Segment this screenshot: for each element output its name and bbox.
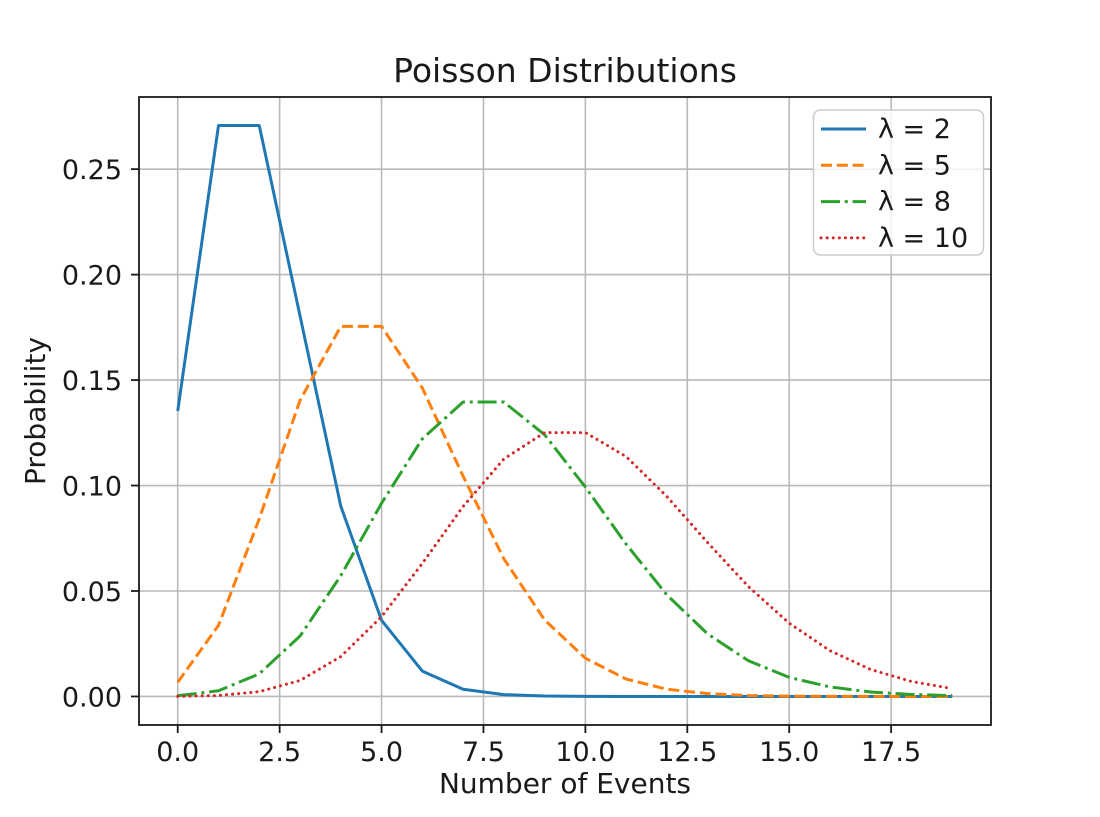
y-tick-label: 0.00 [62, 682, 122, 713]
chart-title: Poisson Distributions [393, 51, 737, 90]
series-line-lambda-2 [176, 124, 953, 698]
x-tick-label: 10.0 [555, 737, 615, 768]
x-tick-label: 12.5 [657, 737, 717, 768]
x-tick-label: 17.5 [861, 737, 921, 768]
axis-tick-labels: 0.0 2.5 5.0 7.5 10.0 12.5 15.0 17.5 0.00 0.05 0.10… [62, 155, 921, 768]
x-axis-label: Number of Events [439, 767, 691, 800]
y-tick-label: 0.20 [62, 261, 122, 292]
legend-label-lambda-2: λ = 2 [878, 114, 951, 145]
y-tick-label: 0.10 [62, 472, 122, 503]
x-tick-label: 7.5 [462, 737, 505, 768]
y-axis-label: Probability [19, 337, 52, 485]
x-tick-label: 5.0 [360, 737, 403, 768]
legend-box [812, 109, 985, 256]
plot-border [138, 96, 992, 726]
series-line-lambda-5 [176, 324, 953, 698]
series-line-lambda-8 [177, 400, 953, 698]
legend-label-lambda-10: λ = 10 [878, 223, 968, 254]
legend: λ = 2 λ = 5 λ = 8 λ = 10 [812, 109, 985, 256]
y-tick-label: 0.05 [62, 577, 122, 608]
plot-series [176, 124, 954, 698]
series-line-lambda-10 [176, 431, 954, 698]
x-tick-label: 15.0 [759, 737, 819, 768]
y-tick-label: 0.25 [62, 155, 122, 186]
axis-ticks [131, 168, 893, 733]
x-tick-label: 0.0 [156, 737, 199, 768]
y-tick-label: 0.15 [62, 366, 122, 397]
legend-label-lambda-8: λ = 8 [878, 187, 951, 218]
x-tick-label: 2.5 [258, 737, 301, 768]
legend-label-lambda-5: λ = 5 [878, 150, 951, 181]
